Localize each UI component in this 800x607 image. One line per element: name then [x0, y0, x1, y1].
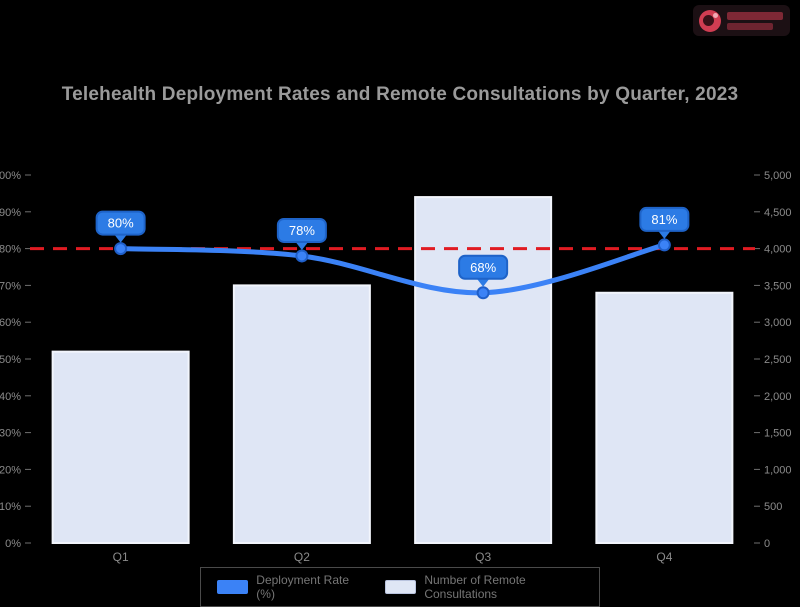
- line-point-Q4: [657, 238, 671, 252]
- data-label-chip: [95, 210, 146, 236]
- x-axis-label-Q2: Q2: [294, 550, 310, 564]
- right-axis-tick-label: 3,000: [764, 317, 792, 329]
- data-label-chip: [639, 206, 690, 232]
- legend-label: Deployment Rate (%): [256, 573, 349, 601]
- legend-label: Number of Remote Consultations: [424, 573, 526, 601]
- brand-logo-icon: [699, 9, 721, 32]
- x-axis-label-Q3: Q3: [475, 550, 491, 564]
- bar-Q3: [414, 196, 553, 545]
- data-label-text: 68%: [470, 260, 496, 275]
- legend-item-consultations[interactable]: Number of Remote Consultations: [384, 573, 583, 601]
- left-axis-tick-label: 90%: [0, 207, 21, 219]
- data-label-text: 80%: [108, 216, 134, 231]
- data-label-text: 81%: [651, 212, 677, 227]
- right-axis-tick-label: 1,000: [764, 464, 792, 476]
- bar-Q4: [595, 291, 734, 545]
- legend-item-deployment-rate[interactable]: Deployment Rate (%): [217, 573, 359, 601]
- left-axis-tick-label: 100%: [0, 170, 21, 182]
- left-axis-tick-label: 30%: [0, 428, 21, 440]
- chart-legend: Deployment Rate (%) Number of Remote Con…: [200, 567, 600, 607]
- left-axis-tick-label: 70%: [0, 280, 21, 292]
- brand-logo-text-line: [727, 11, 783, 20]
- right-axis-tick-label: 3,500: [764, 280, 792, 292]
- right-axis-tick-label: 4,000: [764, 244, 792, 256]
- right-axis-tick-label: 1,500: [764, 428, 792, 440]
- bar-Q2: [232, 284, 371, 544]
- left-axis-tick-label: 50%: [0, 354, 21, 366]
- data-label-pointer: [657, 229, 672, 239]
- x-axis-label-Q1: Q1: [113, 550, 129, 564]
- left-axis-tick-label: 40%: [0, 391, 21, 403]
- line-point-Q3: [476, 286, 490, 300]
- brand-logo-text: [727, 11, 783, 30]
- legend-swatch-bar: [384, 580, 417, 594]
- chart-title: Telehealth Deployment Rates and Remote C…: [61, 84, 739, 105]
- data-label-pointer: [294, 240, 309, 250]
- right-axis-tick-label: 500: [764, 501, 782, 513]
- bar-Q1: [51, 350, 190, 545]
- right-axis-tick-label: 4,500: [764, 207, 792, 219]
- left-axis-tick-label: 0%: [5, 538, 21, 550]
- data-label-chip: [458, 254, 509, 280]
- brand-logo-text-line: [727, 22, 773, 30]
- x-axis-label-Q4: Q4: [656, 550, 672, 564]
- legend-swatch-line: [217, 580, 249, 594]
- left-axis-tick-label: 10%: [0, 501, 21, 513]
- right-axis-tick-label: 2,000: [764, 391, 792, 403]
- right-axis-tick-label: 2,500: [764, 354, 792, 366]
- line-point-Q1: [114, 242, 128, 256]
- deployment-rate-line: [118, 242, 667, 296]
- data-label-chip: [276, 217, 327, 243]
- right-axis-tick-label: 0: [764, 538, 770, 550]
- brand-logo: [693, 5, 790, 36]
- data-label-pointer: [476, 277, 491, 287]
- right-axis-tick-label: 5,000: [764, 170, 792, 182]
- left-axis-tick-label: 20%: [0, 464, 21, 476]
- data-label-pointer: [113, 233, 128, 243]
- data-label-text: 78%: [289, 223, 315, 238]
- line-point-Q2: [295, 249, 309, 263]
- left-axis-tick-label: 60%: [0, 317, 21, 329]
- left-axis-tick-label: 80%: [0, 244, 21, 256]
